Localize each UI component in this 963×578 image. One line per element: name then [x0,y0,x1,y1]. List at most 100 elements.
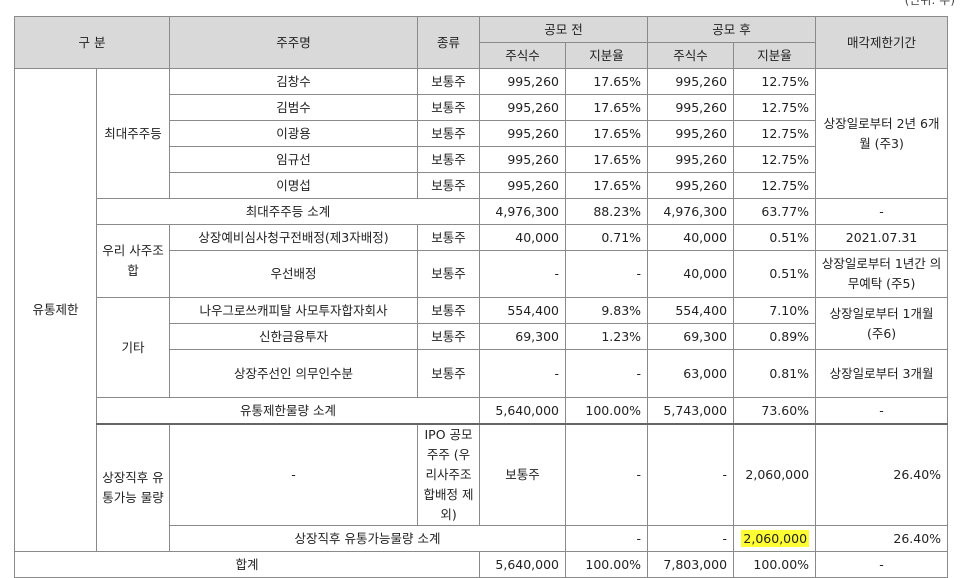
shareholder-name: 임규선 [169,146,419,173]
after-shares: 5,743,000 [647,397,735,425]
group-tradable: 상장직후 유통가능 물량 [95,423,171,552]
before-shares: 995,260 [479,172,567,199]
before-ratio: 1.23% [565,323,649,350]
before-shares: 554,400 [479,297,567,324]
table-row: 상장주선인 의무인수분 보통주 - - 63,000 0.81% 상장일로부터 … [15,349,949,398]
group-restricted: 유통제한 [14,68,97,552]
before-shares: 5,640,000 [479,397,567,425]
before-ratio: 9.83% [565,297,649,324]
before-shares: - [565,423,649,526]
total-row: 합계 5,640,000 100.00% 7,803,000 100.00% - [13,551,949,578]
after-ratio: 7.10% [733,297,817,324]
header-restriction: 매각제한기간 [815,16,949,69]
after-shares: 995,260 [647,94,735,121]
after-ratio: 100.00% [733,551,817,578]
group-employee: 우리 사주조합 [95,224,171,298]
restriction: - [815,198,949,225]
header-after: 공모 후 [647,16,817,43]
before-ratio: 100.00% [565,551,649,578]
restriction: 2021.07.31 [815,224,949,251]
after-ratio: 12.75% [733,68,817,95]
shareholder-name: IPO 공모주주 (우리사주조합배정 제외) [417,423,481,526]
share-type: 보통주 [417,68,481,95]
before-ratio: - [565,250,649,298]
before-shares: - [565,525,649,552]
subtotal-label: 유통제한물량 소계 [95,397,481,425]
shareholder-name: 나우그로쓰캐피탈 사모투자합자회사 [169,297,419,324]
share-type: 보통주 [417,120,481,147]
before-shares: 4,976,300 [479,198,567,225]
header-shareholder: 주주명 [169,16,419,69]
shareholder-name: 김창수 [169,68,419,95]
share-type: 보통주 [417,323,481,350]
share-type: 보통주 [417,172,481,199]
before-ratio: 17.65% [565,146,649,173]
header-after-ratio: 지분율 [733,42,817,69]
subtotal-row: 유통제한물량 소계 5,640,000 100.00% 5,743,000 73… [15,397,949,425]
header-before: 공모 전 [479,16,649,43]
after-ratio: 12.75% [733,146,817,173]
after-ratio: 0.89% [733,323,817,350]
before-ratio: 17.65% [565,94,649,121]
after-ratio: 12.75% [733,94,817,121]
before-ratio: 88.23% [565,198,649,225]
header-before-shares: 주식수 [479,42,567,69]
header-after-shares: 주식수 [647,42,735,69]
restriction: - [815,397,949,425]
before-shares: 995,260 [479,146,567,173]
table-row: 유통제한 최대주주등 김창수 보통주 995,260 17.65% 995,26… [14,68,949,552]
restriction: - [815,551,949,578]
after-ratio: 12.75% [733,172,817,199]
table-row: 신한금융투자 보통주 69,300 1.23% 69,300 0.89% [15,323,948,350]
share-type: 보통주 [417,297,481,324]
table-row: 이명섭 보통주 995,260 17.65% 995,260 12.75% [15,172,948,199]
before-shares: 995,260 [479,120,567,147]
group-largest: 최대주주등 [95,68,171,199]
share-type: 보통주 [417,250,481,298]
after-shares: 69,300 [647,323,735,350]
header-before-ratio: 지분율 [565,42,649,69]
before-ratio: 17.65% [565,172,649,199]
header-category: 구 분 [13,16,171,69]
shareholder-name: 우선배정 [169,250,419,298]
restriction: 상장일로부터 1년간 의무예탁 (주5) [815,250,949,298]
after-shares: 995,260 [647,146,735,173]
before-ratio: - [565,349,649,398]
after-shares: 2,060,000 [733,423,817,526]
header-type: 종류 [417,16,481,69]
after-ratio: 73.60% [733,397,817,425]
shareholder-name: 상장주선인 의무인수분 [169,349,419,398]
table-row: 상장직후 유통가능 물량 - IPO 공모주주 (우리사주조합배정 제외) 보통… [15,423,949,552]
table-row: 임규선 보통주 995,260 17.65% 995,260 12.75% [15,146,948,173]
after-ratio: 0.81% [733,349,817,398]
tradable-sub: - [169,423,419,526]
share-type: 보통주 [479,423,567,526]
table-row: 기타 나우그로쓰캐피탈 사모투자합자회사 보통주 554,400 9.83% 5… [15,297,949,398]
before-shares: - [479,250,567,298]
after-ratio: 12.75% [733,120,817,147]
shareholding-table: 구 분 주주명 종류 공모 전 공모 후 매각제한기간 주식수 지분율 주식수 … [13,16,949,578]
after-shares: 63,000 [647,349,735,398]
before-ratio: 100.00% [565,397,649,425]
after-shares: 995,260 [647,120,735,147]
before-shares: 5,640,000 [479,551,567,578]
after-ratio: 0.51% [733,224,817,251]
before-ratio: - [647,423,735,526]
after-ratio: 0.51% [733,250,817,298]
total-label: 합계 [13,551,481,578]
subtotal-row: 최대주주등 소계 4,976,300 88.23% 4,976,300 63.7… [15,198,949,225]
table-row: 이광용 보통주 995,260 17.65% 995,260 12.75% [15,120,948,147]
unit-label: (단위: 주) [904,0,955,7]
after-shares: 7,803,000 [647,551,735,578]
table-row: 우리 사주조합 상장예비심사청구전배정(제3자배정) 보통주 40,000 0.… [15,224,949,298]
after-shares: 554,400 [647,297,735,324]
share-type: 보통주 [417,349,481,398]
highlighted-value: 2,060,000 [741,529,810,547]
after-shares: 995,260 [647,172,735,199]
group-other: 기타 [95,297,171,398]
share-type: 보통주 [417,146,481,173]
shareholder-name: 김범수 [169,94,419,121]
before-ratio: 17.65% [565,120,649,147]
before-shares: 995,260 [479,94,567,121]
restriction: 상장일로부터 3개월 [815,349,949,398]
